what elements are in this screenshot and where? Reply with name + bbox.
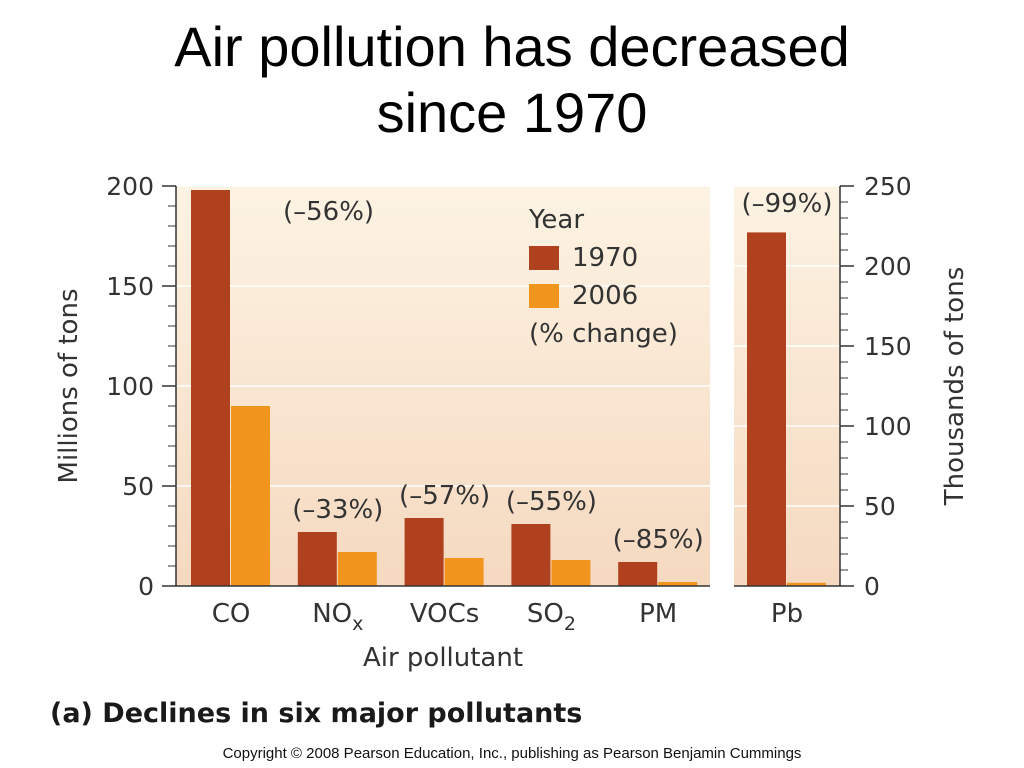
bar-nox-1970 [297, 532, 337, 586]
bar-co-1970 [191, 190, 230, 586]
legend-note: (% change) [529, 319, 678, 349]
legend-title: Year [528, 205, 584, 235]
bar-so2-1970 [511, 524, 551, 586]
pollutant-bar-chart: 0 50 100 150 200 0 50 100 150 200 250 (–56%) (–33%… [54, 172, 970, 673]
percent-change-label: (–85%) [613, 525, 704, 555]
right-y-tick-label: 50 [864, 492, 896, 521]
chart-title: Air pollution has decreased since 1970 [0, 14, 1024, 146]
left-y-tick-label: 200 [106, 172, 154, 201]
percent-change-label: (–57%) [399, 481, 490, 511]
right-y-axis-title: Thousands of tons [940, 267, 970, 506]
x-axis-title: Air pollutant [363, 643, 523, 673]
percent-change-label: (–55%) [506, 487, 597, 517]
percent-change-label: (–33%) [292, 495, 383, 525]
left-y-tick-label: 50 [122, 472, 154, 501]
category-label-co: CO [212, 599, 251, 629]
category-label-nox: NOx [312, 599, 363, 635]
category-label-so2: SO2 [527, 599, 576, 635]
left-y-tick-label: 0 [138, 572, 154, 601]
copyright-notice: Copyright © 2008 Pearson Education, Inc.… [222, 745, 802, 762]
bar-so2-2006 [551, 560, 591, 586]
bar-vocs-2006 [444, 558, 484, 586]
legend: Year 1970 2006 (% change) [528, 205, 678, 349]
right-y-tick-label: 150 [864, 332, 912, 361]
legend-label-1970: 1970 [572, 243, 638, 273]
bar-pm-2006 [658, 582, 698, 586]
left-y-tick-label: 100 [106, 372, 154, 401]
left-y-axis-title: Millions of tons [54, 289, 84, 484]
chart-title-line-2: since 1970 [376, 81, 648, 144]
bar-pb-2006 [787, 582, 826, 586]
left-y-tick-label: 150 [106, 272, 154, 301]
percent-change-label: (–56%) [283, 197, 374, 227]
right-y-tick-label: 100 [864, 412, 912, 441]
chart-title-line-1: Air pollution has decreased [174, 15, 850, 78]
figure-caption: (a) Declines in six major pollutants [50, 698, 583, 729]
bar-pm-1970 [618, 562, 658, 586]
legend-swatch-1970 [529, 246, 559, 270]
category-label-vocs: VOCs [410, 599, 480, 629]
bar-nox-2006 [337, 552, 377, 586]
bar-pb-1970 [747, 232, 786, 586]
right-y-tick-label: 200 [864, 252, 912, 281]
right-y-tick-label: 250 [864, 172, 912, 201]
bar-co-2006 [231, 406, 270, 586]
category-label-pm: PM [639, 599, 677, 629]
legend-swatch-2006 [529, 284, 559, 308]
percent-change-label-pb: (–99%) [741, 189, 832, 219]
category-label-pb: Pb [771, 599, 803, 629]
right-y-tick-label: 0 [864, 572, 880, 601]
bar-vocs-1970 [404, 518, 444, 586]
legend-label-2006: 2006 [572, 281, 638, 311]
